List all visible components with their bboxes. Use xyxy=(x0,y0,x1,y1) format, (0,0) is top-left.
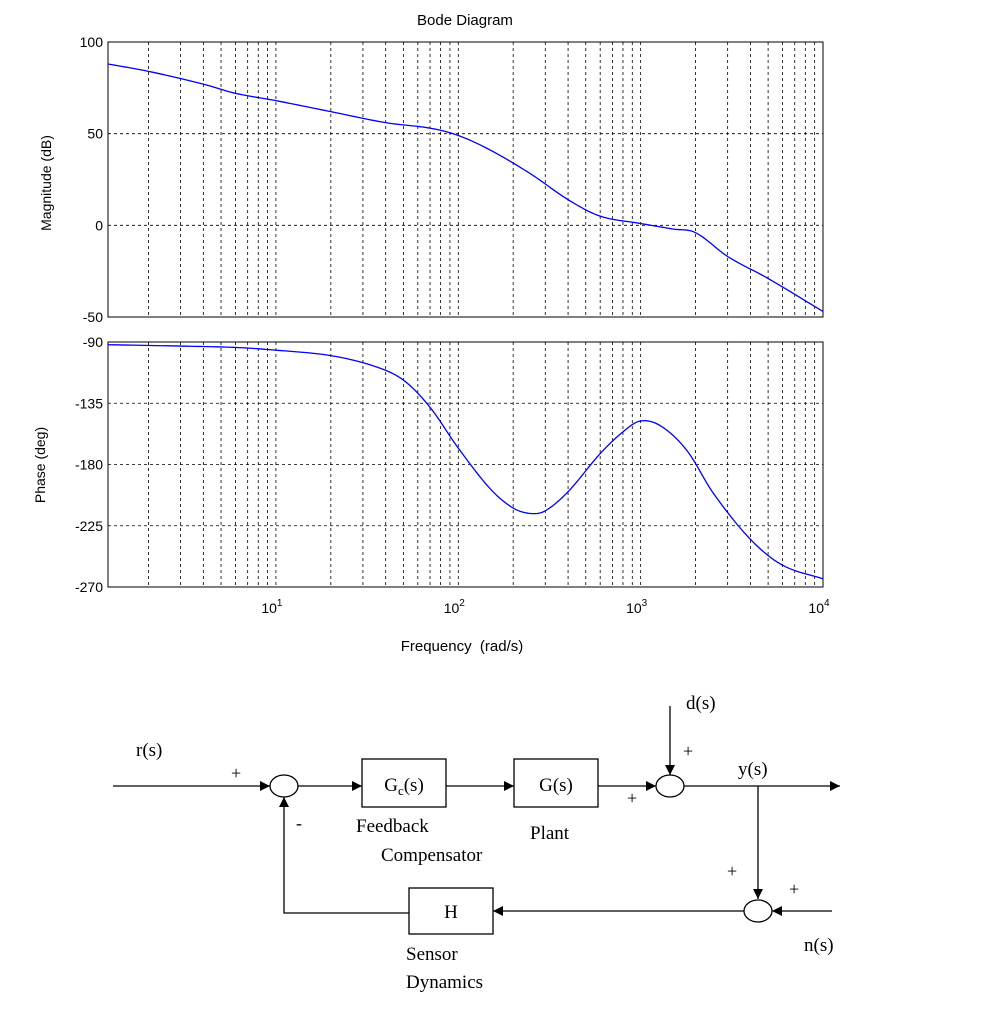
plant-symbol: G(s) xyxy=(539,775,573,796)
block-diagram-labels: r(s) d(s) y(s) n(s) + - + + + + Gc(s) G(… xyxy=(136,693,834,993)
sensor-block xyxy=(408,887,494,935)
magnitude-y-axis-label: Magnitude (dB) xyxy=(38,135,54,231)
phase-x-tick-labels: 101 102 103 104 xyxy=(261,598,830,616)
phase-plot: -90 -135 -180 -225 -270 101 102 103 104 Phase (… xyxy=(32,334,830,655)
sum1-reference-sign: + xyxy=(231,763,241,783)
plant-block xyxy=(513,758,599,808)
x-tick-label: 104 xyxy=(808,598,830,616)
summing-junction-3 xyxy=(743,899,773,923)
magnitude-axes-frame xyxy=(107,41,824,318)
y-tick-label: -270 xyxy=(75,579,103,595)
disturbance-label: d(s) xyxy=(686,693,716,714)
y-tick-label: 0 xyxy=(95,217,103,233)
compensator-symbol: Gc(s) xyxy=(384,775,424,798)
chart-title: Bode Diagram xyxy=(417,12,513,29)
sensor-label-line1: Sensor xyxy=(406,944,458,965)
sum2-plant-sign: + xyxy=(627,788,637,808)
magnitude-y-tick-labels: 100 50 0 -50 xyxy=(80,34,104,325)
phase-series xyxy=(107,344,824,580)
y-tick-label: -180 xyxy=(75,457,103,473)
output-label: y(s) xyxy=(738,759,768,780)
x-tick-label: 102 xyxy=(444,598,466,616)
feedback-path-line xyxy=(279,797,409,914)
phase-y-tick-labels: -90 -135 -180 -225 -270 xyxy=(75,334,103,595)
sum3-output-sign: + xyxy=(727,861,737,881)
y-tick-label: 100 xyxy=(80,34,104,50)
frequency-x-axis-label: Frequency (rad/s) xyxy=(401,638,524,655)
phase-curve xyxy=(107,344,824,580)
y-tick-label: 50 xyxy=(87,126,103,142)
magnitude-gridlines xyxy=(108,42,823,317)
sum2-disturbance-sign: + xyxy=(683,741,693,761)
y-tick-label: -135 xyxy=(75,395,103,411)
x-tick-label: 101 xyxy=(261,598,283,616)
plant-label: Plant xyxy=(530,823,570,844)
x-tick-label: 103 xyxy=(626,598,648,616)
compensator-label-line2: Compensator xyxy=(381,845,483,866)
block-diagram xyxy=(113,706,840,935)
magnitude-series xyxy=(107,63,824,313)
sensor-label-line2: Dynamics xyxy=(406,972,483,993)
magnitude-curve xyxy=(107,63,824,313)
phase-y-axis-label: Phase (deg) xyxy=(32,427,48,503)
input-label: r(s) xyxy=(136,740,162,761)
phase-gridlines xyxy=(108,342,823,587)
y-tick-label: -50 xyxy=(83,309,103,325)
compensator-block xyxy=(361,758,447,808)
compensator-label-line1: Feedback xyxy=(356,816,429,837)
summing-junction-2 xyxy=(655,774,685,798)
sensor-symbol: H xyxy=(444,902,458,923)
summing-junction-1 xyxy=(269,774,299,798)
noise-label: n(s) xyxy=(804,935,834,956)
sum1-feedback-sign: - xyxy=(296,813,302,833)
y-tick-label: -90 xyxy=(83,334,103,350)
y-tick-label: -225 xyxy=(75,518,103,534)
magnitude-plot: 100 50 0 -50 Magnitude (dB) xyxy=(38,34,824,325)
phase-axes-frame xyxy=(107,341,824,588)
sum3-noise-sign: + xyxy=(789,879,799,899)
